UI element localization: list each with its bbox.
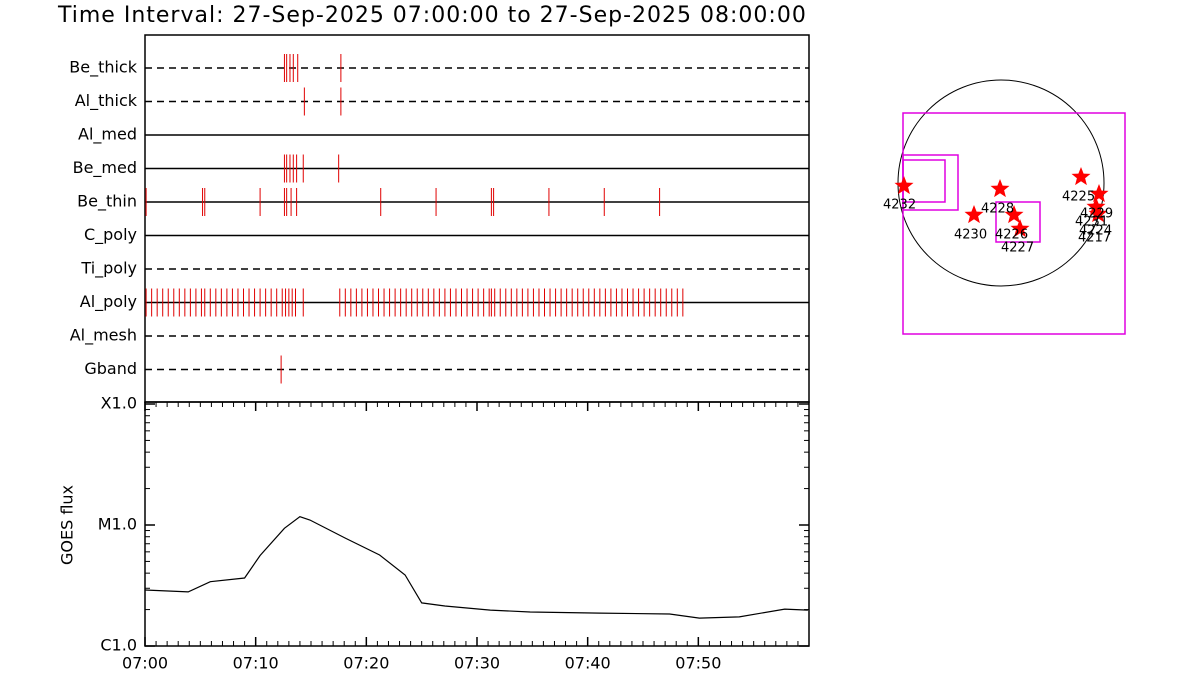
- y-tick-label: M1.0: [98, 515, 137, 534]
- region-star: [894, 176, 914, 195]
- row-label: Ti_poly: [80, 259, 137, 279]
- fov-box: [995, 201, 1041, 243]
- x-tick-label: 07:00: [122, 654, 168, 673]
- region-label: 4231: [1075, 215, 1108, 230]
- row-label: Al_mesh: [70, 326, 137, 346]
- sun-map: 4232 4228 4230 4226 4227 4225 4229 4231 …: [883, 79, 1126, 335]
- row-label: Be_med: [73, 158, 137, 178]
- fov-box: [902, 159, 946, 203]
- region-label: 4232: [883, 198, 916, 213]
- row-label: Gband: [84, 359, 137, 378]
- x-tick-label: 07:40: [565, 654, 611, 673]
- x-tick-label: 07:30: [454, 654, 500, 673]
- region-star: [1071, 167, 1091, 186]
- fov-box: [902, 112, 1126, 335]
- row-label: C_poly: [84, 225, 137, 245]
- region-label: 4225: [1062, 190, 1095, 205]
- y-tick-label: C1.0: [100, 636, 137, 655]
- title: Time Interval: 27-Sep-2025 07:00:00 to 2…: [57, 3, 807, 28]
- goes-curve: [144, 516, 808, 619]
- region-label: 4226: [995, 228, 1028, 243]
- region-label: 4229: [1080, 207, 1113, 222]
- region-label: 4224: [1079, 224, 1112, 239]
- row-label: Be_thin: [77, 192, 137, 212]
- x-tick-label: 07:50: [675, 654, 721, 673]
- row-label: Al_med: [78, 125, 137, 145]
- row-label: Be_thick: [69, 58, 137, 78]
- row-label: Al_poly: [80, 292, 137, 312]
- region-label: 4227: [1001, 241, 1034, 256]
- y-tick-label: X1.0: [101, 394, 137, 413]
- panel-frame: [144, 34, 810, 403]
- row-label: Al_thick: [75, 91, 138, 111]
- region-label: 4230: [954, 228, 987, 243]
- region-label: 4217: [1078, 231, 1111, 246]
- region-star: [990, 179, 1010, 198]
- y-axis-label: GOES flux: [58, 485, 77, 565]
- region-label: 4228: [981, 202, 1014, 217]
- x-tick-label: 07:10: [233, 654, 279, 673]
- x-tick-label: 07:20: [343, 654, 389, 673]
